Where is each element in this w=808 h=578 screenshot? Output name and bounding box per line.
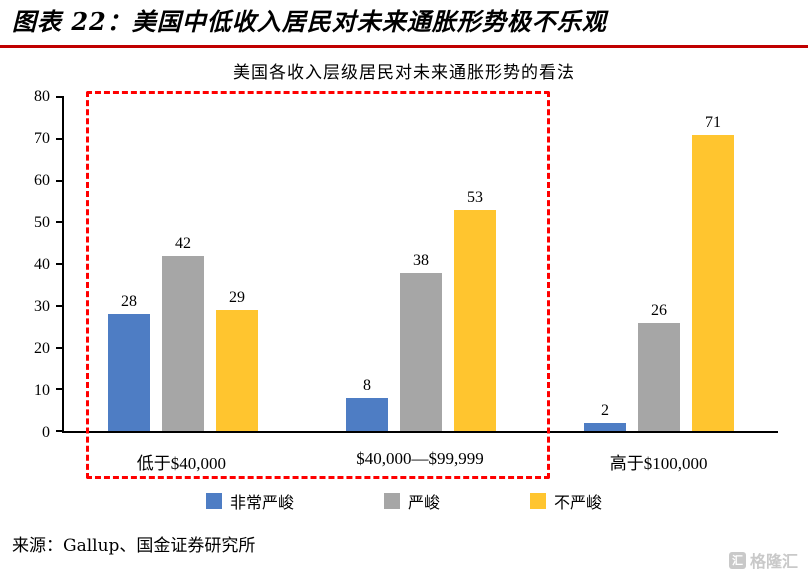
legend-item: 不严峻 [530, 489, 602, 513]
y-axis-tick [56, 96, 64, 99]
chart-legend: 非常严峻 严峻 不严峻 [0, 489, 808, 513]
bar-group: 8 38 53 [302, 97, 540, 432]
bar-series-1 [162, 255, 204, 432]
plot-area: 28 42 29 8 38 53 2 26 71 [56, 96, 778, 434]
bar-chart: 0 10 20 30 40 50 60 70 80 28 42 29 8 38 53 2 26 71 低于$40… [0, 87, 808, 480]
bar-series-0 [108, 314, 150, 432]
bar-column: 42 [162, 97, 204, 432]
y-axis-tick [56, 346, 64, 349]
bar-column: 2 [584, 97, 626, 432]
legend-swatch-icon [205, 493, 222, 510]
bar-column: 29 [216, 97, 258, 432]
bar-value-label: 8 [363, 376, 371, 394]
bar-series-1 [638, 322, 680, 432]
bar-value-label: 28 [121, 293, 137, 311]
bar-group: 2 26 71 [540, 97, 778, 432]
y-axis-tick-label: 10 [34, 382, 50, 400]
header-divider [0, 45, 808, 49]
legend-item: 严峻 [383, 489, 440, 513]
y-axis-tick-label: 30 [34, 298, 50, 316]
bar-series-0 [346, 397, 388, 432]
bar-groups: 28 42 29 8 38 53 2 26 71 [64, 97, 778, 432]
bar-series-0 [584, 422, 626, 432]
bar-value-label: 71 [705, 113, 721, 131]
y-axis-tick-label: 70 [34, 130, 50, 148]
y-axis-tick-label: 20 [34, 340, 50, 358]
figure-title: 图表 22：美国中低收入居民对未来通胀形势极不乐观 [12, 7, 607, 36]
y-axis-tick [56, 221, 64, 224]
y-axis-tick [56, 304, 64, 307]
bar-series-1 [400, 272, 442, 432]
y-axis-tick [56, 388, 64, 391]
x-axis-category-label: $40,000—$99,999 [356, 449, 484, 469]
legend-item: 非常严峻 [205, 489, 294, 513]
gelonghui-watermark: 汇 格隆汇 [728, 548, 798, 572]
legend-label: 非常严峻 [229, 493, 294, 513]
bar-column: 53 [454, 97, 496, 432]
x-axis-category-label: 低于$40,000 [136, 454, 226, 474]
legend-label: 严峻 [407, 493, 440, 513]
y-axis-tick [56, 179, 64, 182]
x-axis-labels: 低于$40,000 $40,000—$99,999 高于$100,000 [62, 441, 778, 475]
gelonghui-logo-icon: 汇 [728, 551, 746, 569]
x-axis-category-label: 高于$100,000 [609, 454, 708, 474]
bar-value-label: 42 [175, 234, 191, 252]
bar-value-label: 53 [467, 188, 483, 206]
bar-value-label: 29 [229, 289, 245, 307]
bar-column: 71 [692, 97, 734, 432]
bar-value-label: 2 [601, 401, 609, 419]
y-axis-tick-label: 0 [42, 424, 50, 442]
bar-series-2 [216, 310, 258, 432]
y-axis-tick-label: 40 [34, 256, 50, 274]
bar-series-2 [692, 134, 734, 432]
bar-group: 28 42 29 [64, 97, 302, 432]
watermark-label: 格隆汇 [749, 552, 798, 571]
y-axis-tick-label: 60 [34, 172, 50, 190]
y-axis-tick-label: 50 [34, 214, 50, 232]
chart-title: 美国各收入层级居民对未来通胀形势的看法 [233, 63, 575, 84]
legend-swatch-icon [383, 493, 400, 510]
figure-header: 图表 22：美国中低收入居民对未来通胀形势极不乐观 [0, 0, 808, 45]
bar-column: 8 [346, 97, 388, 432]
bar-value-label: 26 [651, 301, 667, 319]
legend-label: 不严峻 [554, 493, 603, 513]
legend-swatch-icon [530, 493, 546, 510]
y-axis-tick [56, 137, 64, 140]
y-axis-tick [56, 263, 64, 266]
bar-column: 38 [400, 97, 442, 432]
y-axis: 0 10 20 30 40 50 60 70 80 [0, 88, 54, 441]
y-axis-tick [56, 430, 64, 433]
bar-value-label: 38 [413, 251, 429, 269]
bar-column: 26 [638, 97, 680, 432]
bar-series-2 [454, 209, 496, 432]
source-note: 来源：Gallup、国金证券研究所 [12, 536, 256, 557]
bar-column: 28 [108, 97, 150, 432]
y-axis-tick-label: 80 [34, 88, 50, 106]
